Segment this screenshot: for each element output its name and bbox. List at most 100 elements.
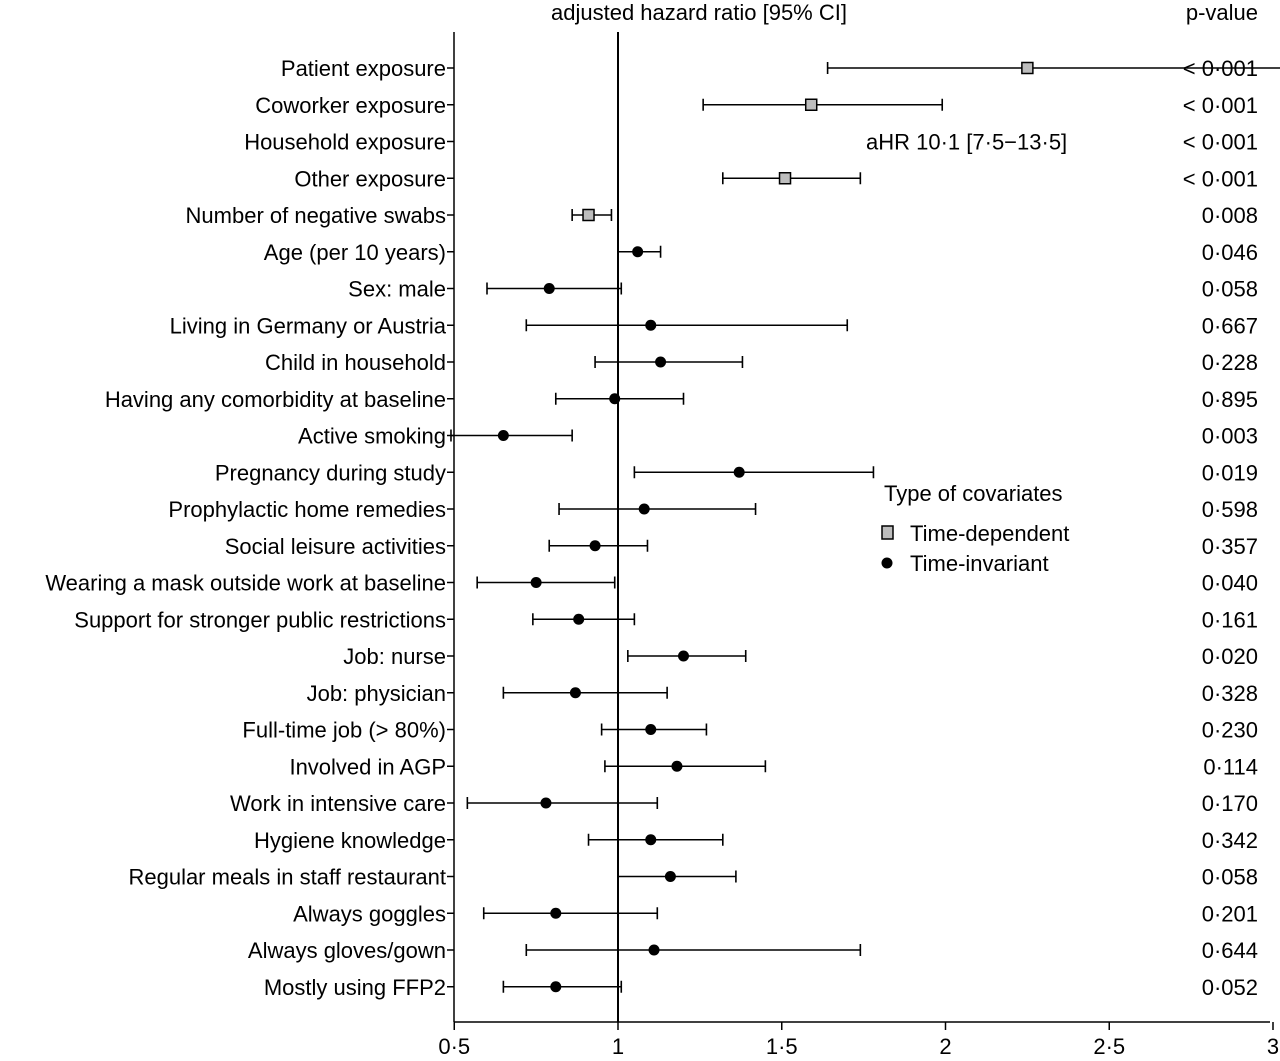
hr-circle-marker — [543, 283, 555, 294]
hr-circle-marker — [497, 430, 509, 441]
row-label: Age (per 10 years) — [264, 240, 446, 265]
row-label: Household exposure — [244, 130, 446, 155]
forest-row: Child in household 0·228 — [265, 350, 1258, 375]
hr-circle-marker — [569, 687, 581, 699]
forest-row: Having any comorbidity at baseline 0·895 — [105, 387, 1258, 412]
p-value: 0·019 — [1202, 460, 1258, 485]
legend-label-time-invariant: Time-invariant — [910, 551, 1049, 576]
forest-row: Number of negative swabs 0·008 — [186, 203, 1258, 228]
forest-row: Support for stronger public restrictions… — [74, 607, 1258, 632]
forest-row: Sex: male 0·058 — [348, 277, 1258, 302]
hr-square-marker — [582, 208, 595, 222]
hr-circle-marker — [645, 724, 657, 735]
p-value: 0·161 — [1202, 607, 1258, 632]
hr-circle-marker — [638, 503, 650, 515]
hr-circle-marker — [671, 760, 683, 772]
hr-circle-marker — [632, 246, 644, 258]
forest-row: Always goggles 0·201 — [293, 901, 1258, 926]
hr-circle-marker — [609, 393, 621, 405]
x-tick-label: 3 — [1267, 1034, 1279, 1056]
p-value: 0·895 — [1202, 387, 1258, 412]
forest-row: Hygiene knowledge 0·342 — [254, 828, 1258, 853]
row-label: Patient exposure — [281, 56, 446, 81]
hr-circle-marker — [678, 650, 689, 662]
p-value: < 0·001 — [1183, 93, 1258, 118]
p-value: < 0·001 — [1183, 130, 1258, 155]
row-label: Always gloves/gown — [248, 938, 446, 963]
hr-circle-marker — [573, 613, 585, 625]
axes: 0·511·522·533·54 — [438, 32, 1279, 1059]
x-tick-label: 1 — [612, 1034, 624, 1056]
p-value: 0·598 — [1202, 497, 1258, 522]
hr-circle-marker — [550, 981, 562, 993]
x-tick-label: 1·5 — [766, 1034, 798, 1056]
p-value: 0·230 — [1202, 718, 1258, 743]
forest-row: Prophylactic home remedies 0·598 — [168, 497, 1258, 522]
row-label: Social leisure activities — [225, 534, 446, 559]
row-label: Having any comorbidity at baseline — [105, 387, 446, 412]
p-value: 0·342 — [1202, 828, 1258, 853]
row-label: Support for stronger public restrictions — [74, 607, 446, 632]
row-label: Job: nurse — [343, 644, 446, 669]
hr-annotation: aHR 10·1 [7·5−13·5] — [866, 130, 1067, 155]
row-label: Prophylactic home remedies — [168, 497, 446, 522]
row-label: Pregnancy during study — [215, 460, 446, 485]
row-label: Regular meals in staff restaurant — [128, 865, 446, 890]
forest-row: Involved in AGP 0·114 — [289, 754, 1258, 779]
row-label: Work in intensive care — [230, 791, 446, 816]
hr-square-marker — [804, 98, 818, 111]
row-label: Involved in AGP — [289, 754, 446, 779]
p-value: 0·058 — [1202, 277, 1258, 302]
row-label: Full-time job (> 80%) — [242, 718, 446, 743]
pvalue-header: p-value — [1186, 0, 1258, 25]
forest-row: Patient exposure < 0·001 — [281, 56, 1280, 81]
row-label: Sex: male — [348, 277, 446, 302]
row-label: Wearing a mask outside work at baseline — [45, 571, 446, 596]
legend: Type of covariates Time-dependent Time-i… — [881, 481, 1069, 576]
forest-row: Pregnancy during study 0·019 — [215, 460, 1258, 485]
p-value: 0·008 — [1202, 203, 1258, 228]
forest-row: Job: physician 0·328 — [307, 681, 1258, 706]
row-label: Active smoking — [298, 424, 446, 449]
forest-row: Regular meals in staff restaurant 0·058 — [128, 865, 1258, 890]
row-label: Hygiene knowledge — [254, 828, 446, 853]
x-tick-label: 0·5 — [438, 1034, 470, 1056]
hr-circle-marker — [550, 907, 562, 919]
legend-title: Type of covariates — [884, 481, 1063, 506]
p-value: 0·328 — [1202, 681, 1258, 706]
p-value: 0·114 — [1203, 754, 1258, 779]
x-tick-label: 2·5 — [1093, 1034, 1125, 1056]
p-value: 0·020 — [1202, 644, 1258, 669]
hr-circle-marker — [645, 834, 657, 846]
forest-row: Full-time job (> 80%) 0·230 — [242, 718, 1258, 743]
p-value: 0·667 — [1202, 313, 1258, 338]
x-tick-label: 2 — [939, 1034, 951, 1056]
p-value: 0·644 — [1202, 938, 1258, 963]
p-value: 0·046 — [1202, 240, 1258, 265]
hr-circle-marker — [530, 577, 542, 588]
hr-circle-marker — [589, 540, 601, 552]
forest-row: Work in intensive care 0·170 — [230, 791, 1258, 816]
hr-circle-marker — [655, 356, 667, 368]
hr-square-marker — [778, 172, 792, 185]
p-value: 0·228 — [1202, 350, 1258, 375]
row-label: Job: physician — [307, 681, 446, 706]
chart-title: adjusted hazard ratio [95% CI] — [551, 0, 847, 25]
row-label: Always goggles — [293, 901, 446, 926]
forest-row: Household exposure < 0·001 aHR 10·1 [7·5−1… — [244, 130, 1258, 155]
row-label: Number of negative swabs — [186, 203, 446, 228]
forest-row: Always gloves/gown 0·644 — [248, 938, 1258, 963]
hr-circle-marker — [645, 319, 657, 331]
hr-circle-marker — [648, 944, 660, 956]
forest-row: Coworker exposure < 0·001 — [255, 93, 1258, 118]
legend-circle-marker — [881, 557, 893, 569]
p-value: 0·052 — [1202, 975, 1258, 1000]
legend-label-time-dependent: Time-dependent — [910, 521, 1069, 546]
p-value: 0·003 — [1202, 424, 1258, 449]
p-value: 0·170 — [1202, 791, 1258, 816]
forest-row: Active smoking 0·003 — [298, 424, 1258, 449]
p-value: < 0·001 — [1183, 166, 1258, 191]
p-value: 0·058 — [1202, 865, 1258, 890]
